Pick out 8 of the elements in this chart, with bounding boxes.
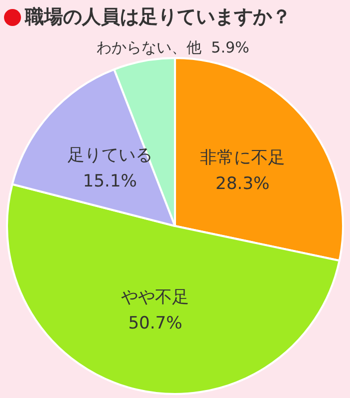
data-label: 15.1% [82, 171, 137, 192]
slice-label: 足りている [67, 145, 152, 166]
chart-title: 職場の人員は足りていますか？ [25, 5, 291, 30]
slice-label: やや不足 [121, 288, 190, 308]
slice-label: わからない、他 5.9% [96, 38, 250, 56]
slice-label: 非常に不足 [200, 148, 286, 168]
data-label: 28.3% [216, 174, 270, 194]
data-label: 50.7% [128, 314, 182, 334]
